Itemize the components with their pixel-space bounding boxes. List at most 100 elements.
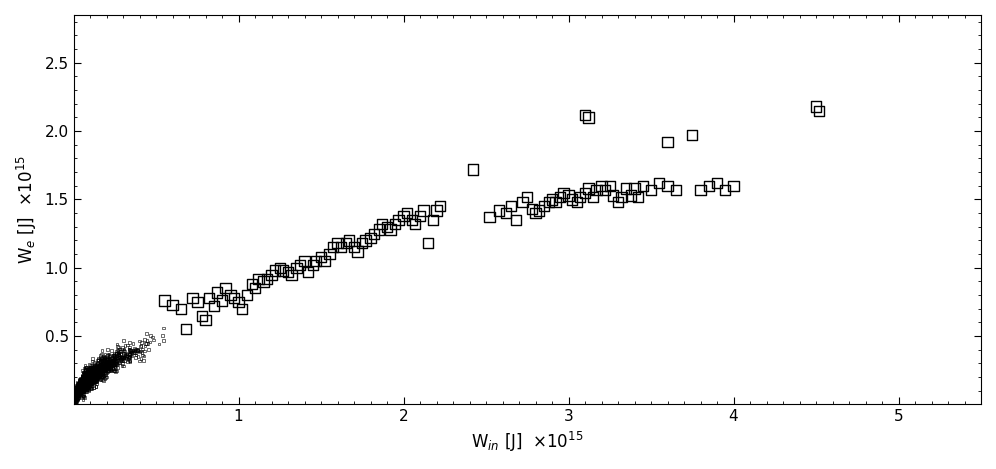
- Point: [71, 390, 87, 397]
- Point: [97, 363, 113, 371]
- Point: [117, 348, 132, 355]
- Point: [82, 376, 98, 384]
- Point: [66, 400, 82, 408]
- Point: [72, 386, 88, 393]
- Point: [611, 198, 626, 206]
- Point: [94, 357, 110, 364]
- Point: [117, 342, 132, 349]
- Point: [92, 366, 108, 373]
- Point: [69, 393, 85, 401]
- Point: [76, 374, 92, 381]
- Point: [69, 391, 85, 399]
- Point: [80, 372, 96, 380]
- Point: [83, 371, 99, 379]
- Point: [87, 366, 103, 373]
- Point: [75, 392, 91, 399]
- Point: [102, 365, 118, 373]
- Point: [68, 393, 84, 400]
- Point: [90, 370, 106, 378]
- Point: [124, 348, 139, 356]
- Point: [73, 386, 89, 393]
- Point: [84, 371, 100, 379]
- Point: [634, 182, 650, 189]
- Point: [73, 386, 89, 393]
- Point: [355, 240, 371, 247]
- Point: [67, 391, 83, 399]
- Point: [80, 375, 96, 383]
- Point: [74, 376, 90, 384]
- Point: [81, 376, 97, 383]
- Point: [85, 375, 101, 383]
- Point: [76, 377, 92, 385]
- Point: [95, 365, 111, 373]
- Point: [75, 378, 91, 386]
- Point: [75, 375, 91, 382]
- Point: [84, 371, 100, 378]
- Point: [97, 362, 113, 369]
- Point: [85, 367, 101, 374]
- Point: [87, 367, 103, 375]
- Point: [74, 382, 90, 390]
- Point: [87, 373, 103, 381]
- Point: [84, 374, 100, 381]
- Point: [67, 393, 83, 401]
- Point: [70, 385, 86, 393]
- Point: [88, 365, 104, 372]
- Point: [88, 373, 104, 381]
- Point: [109, 356, 124, 364]
- Point: [89, 366, 105, 374]
- Point: [136, 352, 152, 360]
- Point: [67, 399, 83, 406]
- Point: [71, 386, 87, 393]
- Point: [93, 358, 109, 365]
- Point: [84, 379, 100, 387]
- Point: [78, 380, 94, 387]
- Point: [84, 370, 100, 377]
- Point: [78, 371, 94, 378]
- Point: [69, 398, 85, 405]
- Point: [75, 368, 91, 376]
- Point: [102, 363, 118, 370]
- Point: [76, 380, 92, 387]
- Point: [67, 400, 83, 408]
- Point: [86, 373, 102, 381]
- Point: [91, 372, 107, 379]
- Point: [577, 111, 593, 119]
- Point: [79, 379, 95, 387]
- Point: [581, 185, 597, 192]
- Point: [107, 356, 123, 363]
- Point: [68, 396, 84, 404]
- Point: [72, 381, 88, 389]
- Point: [79, 378, 95, 386]
- Point: [109, 355, 124, 363]
- Point: [95, 363, 111, 370]
- Point: [68, 398, 84, 405]
- Point: [106, 351, 122, 359]
- Point: [78, 367, 94, 374]
- Point: [74, 382, 90, 389]
- Point: [78, 376, 94, 384]
- Point: [94, 363, 110, 371]
- Point: [66, 398, 82, 405]
- Point: [83, 369, 99, 376]
- Point: [87, 369, 103, 377]
- Point: [78, 378, 94, 386]
- Point: [90, 369, 106, 377]
- Point: [74, 380, 90, 387]
- Point: [91, 373, 107, 380]
- Point: [75, 374, 91, 382]
- Point: [89, 370, 105, 378]
- Point: [69, 397, 85, 404]
- Point: [74, 381, 90, 388]
- Point: [81, 378, 97, 386]
- Point: [75, 384, 91, 392]
- Point: [81, 378, 97, 385]
- Point: [98, 367, 114, 374]
- Point: [70, 391, 86, 398]
- Point: [85, 370, 101, 377]
- Point: [67, 393, 83, 401]
- Point: [72, 385, 88, 393]
- Point: [87, 367, 103, 374]
- Point: [69, 389, 85, 397]
- Point: [76, 386, 92, 393]
